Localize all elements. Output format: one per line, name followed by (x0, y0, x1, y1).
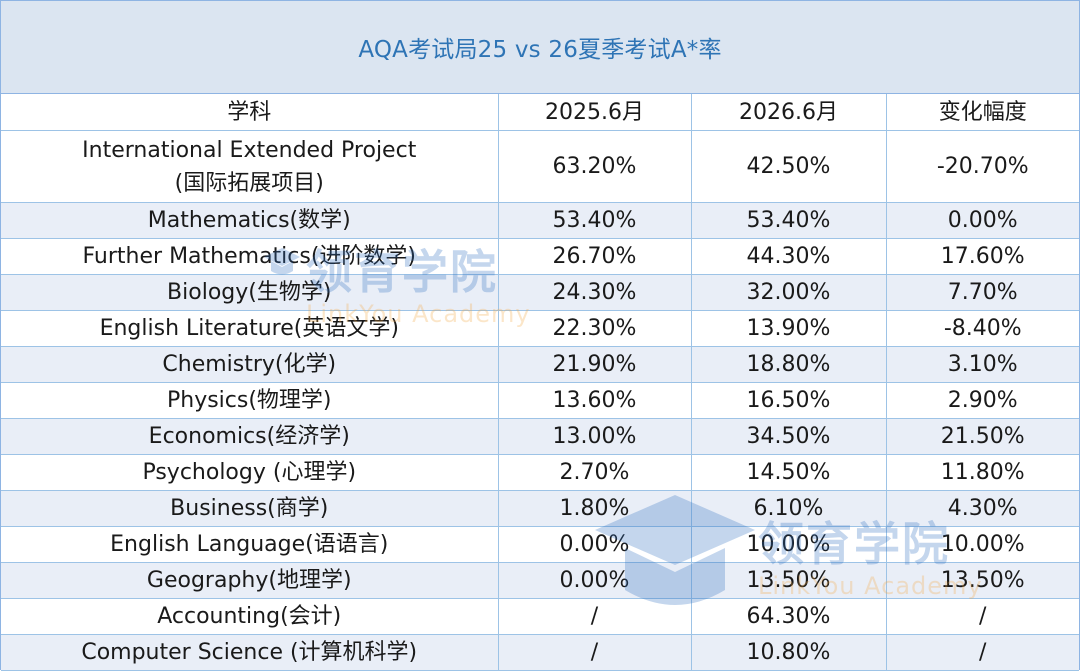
rate-2026-cell: 44.30% (691, 238, 887, 275)
rate-2025-cell: 0.00% (498, 526, 692, 563)
subject-cell: Further Mathematics(进阶数学) (1, 238, 499, 275)
subject-cell: Accounting(会计) (1, 598, 499, 635)
rate-2025-cell: 13.60% (498, 382, 692, 419)
table-row: Computer Science (计算机科学)/10.80% / (1, 634, 1079, 671)
change-cell: 17.60% (886, 238, 1079, 275)
rate-2026-cell: 10.80% (691, 634, 887, 671)
subject-cell: English Language(语语言) (1, 526, 499, 563)
rate-2026-cell: 14.50% (691, 454, 887, 491)
change-cell: 4.30% (886, 490, 1079, 527)
rate-2026-cell: 32.00% (691, 274, 887, 311)
subject-cell: Computer Science (计算机科学) (1, 634, 499, 671)
subject-cell: English Literature(英语文学) (1, 310, 499, 347)
change-cell: 7.70% (886, 274, 1079, 311)
rate-2026-cell: 42.50% (691, 130, 887, 203)
subject-cell: Biology(生物学) (1, 274, 499, 311)
change-cell: 3.10% (886, 346, 1079, 383)
change-cell: 13.50% (886, 562, 1079, 599)
change-cell: 21.50% (886, 418, 1079, 455)
table-row: Geography(地理学) 0.00% 13.50% 13.50% (1, 562, 1079, 599)
rate-2026-cell: 64.30% (691, 598, 887, 635)
table-row: Accounting(会计)/64.30% / (1, 598, 1079, 635)
rate-2026-cell: 18.80% (691, 346, 887, 383)
rate-2025-cell: 2.70% (498, 454, 692, 491)
table-row: English Literature(英语文学) 22.30% 13.90% -8.4… (1, 310, 1079, 347)
table-row: English Language(语语言) 0.00% 10.00% 10.00% (1, 526, 1079, 563)
table-row: Mathematics(数学) 53.40% 53.40% 0.00% (1, 202, 1079, 239)
subject-cell: Physics(物理学) (1, 382, 499, 419)
rate-2025-cell: 13.00% (498, 418, 692, 455)
title-bar: AQA考试局25 vs 26夏季考试A*率 (1, 1, 1079, 94)
subject-cell: International Extended Project (国际拓展项目) (1, 130, 499, 203)
table-row: Economics(经济学) 13.00% 34.50% 21.50% (1, 418, 1079, 455)
subject-cell: Geography(地理学) (1, 562, 499, 599)
change-cell: 2.90% (886, 382, 1079, 419)
header-subject: 学科 (1, 94, 499, 131)
rate-2026-cell: 13.90% (691, 310, 887, 347)
subject-cell: Mathematics(数学) (1, 202, 499, 239)
change-cell: 11.80% (886, 454, 1079, 491)
table-row: Chemistry(化学) 21.90% 18.80% 3.10% (1, 346, 1079, 383)
change-cell: 0.00% (886, 202, 1079, 239)
rate-2025-cell: / (498, 634, 692, 671)
table-row: Further Mathematics(进阶数学) 26.70% 44.30% 17.… (1, 238, 1079, 275)
subject-cell: Chemistry(化学) (1, 346, 499, 383)
rate-2025-cell: 63.20% (498, 130, 692, 203)
rate-2025-cell: / (498, 598, 692, 635)
header-2026: 2026.6月 (691, 94, 887, 131)
change-cell: / (886, 598, 1079, 635)
rate-2025-cell: 21.90% (498, 346, 692, 383)
change-cell: 10.00% (886, 526, 1079, 563)
table-row: Physics(物理学) 13.60% 16.50% 2.90% (1, 382, 1079, 419)
table-row: International Extended Project (国际拓展项目) 63… (1, 130, 1079, 203)
rate-2025-cell: 0.00% (498, 562, 692, 599)
subject-cell: Economics(经济学) (1, 418, 499, 455)
change-cell: / (886, 634, 1079, 671)
rate-2026-cell: 16.50% (691, 382, 887, 419)
subject-cell: Psychology (心理学) (1, 454, 499, 491)
rate-2026-cell: 13.50% (691, 562, 887, 599)
rate-2025-cell: 22.30% (498, 310, 692, 347)
rate-2026-cell: 34.50% (691, 418, 887, 455)
table-title: AQA考试局25 vs 26夏季考试A*率 (358, 37, 722, 63)
a-star-rate-table: 学科 2025.6月 2026.6月 变化幅度 International Ex… (1, 94, 1079, 671)
table-row: Psychology (心理学) 2.70% 14.50% 11.80% (1, 454, 1079, 491)
rate-2026-cell: 6.10% (691, 490, 887, 527)
subject-cell: Business(商学) (1, 490, 499, 527)
rate-2025-cell: 53.40% (498, 202, 692, 239)
rate-2025-cell: 1.80% (498, 490, 692, 527)
rate-2026-cell: 10.00% (691, 526, 887, 563)
table-row: Business(商学) 1.80% 6.10% 4.30% (1, 490, 1079, 527)
change-cell: -20.70% (886, 130, 1079, 203)
change-cell: -8.40% (886, 310, 1079, 347)
header-row: 学科 2025.6月 2026.6月 变化幅度 (1, 94, 1079, 131)
header-2025: 2025.6月 (498, 94, 692, 131)
rate-2026-cell: 53.40% (691, 202, 887, 239)
header-change: 变化幅度 (886, 94, 1079, 131)
rate-2025-cell: 26.70% (498, 238, 692, 275)
rate-2025-cell: 24.30% (498, 274, 692, 311)
table-row: Biology(生物学) 24.30% 32.00% 7.70% (1, 274, 1079, 311)
